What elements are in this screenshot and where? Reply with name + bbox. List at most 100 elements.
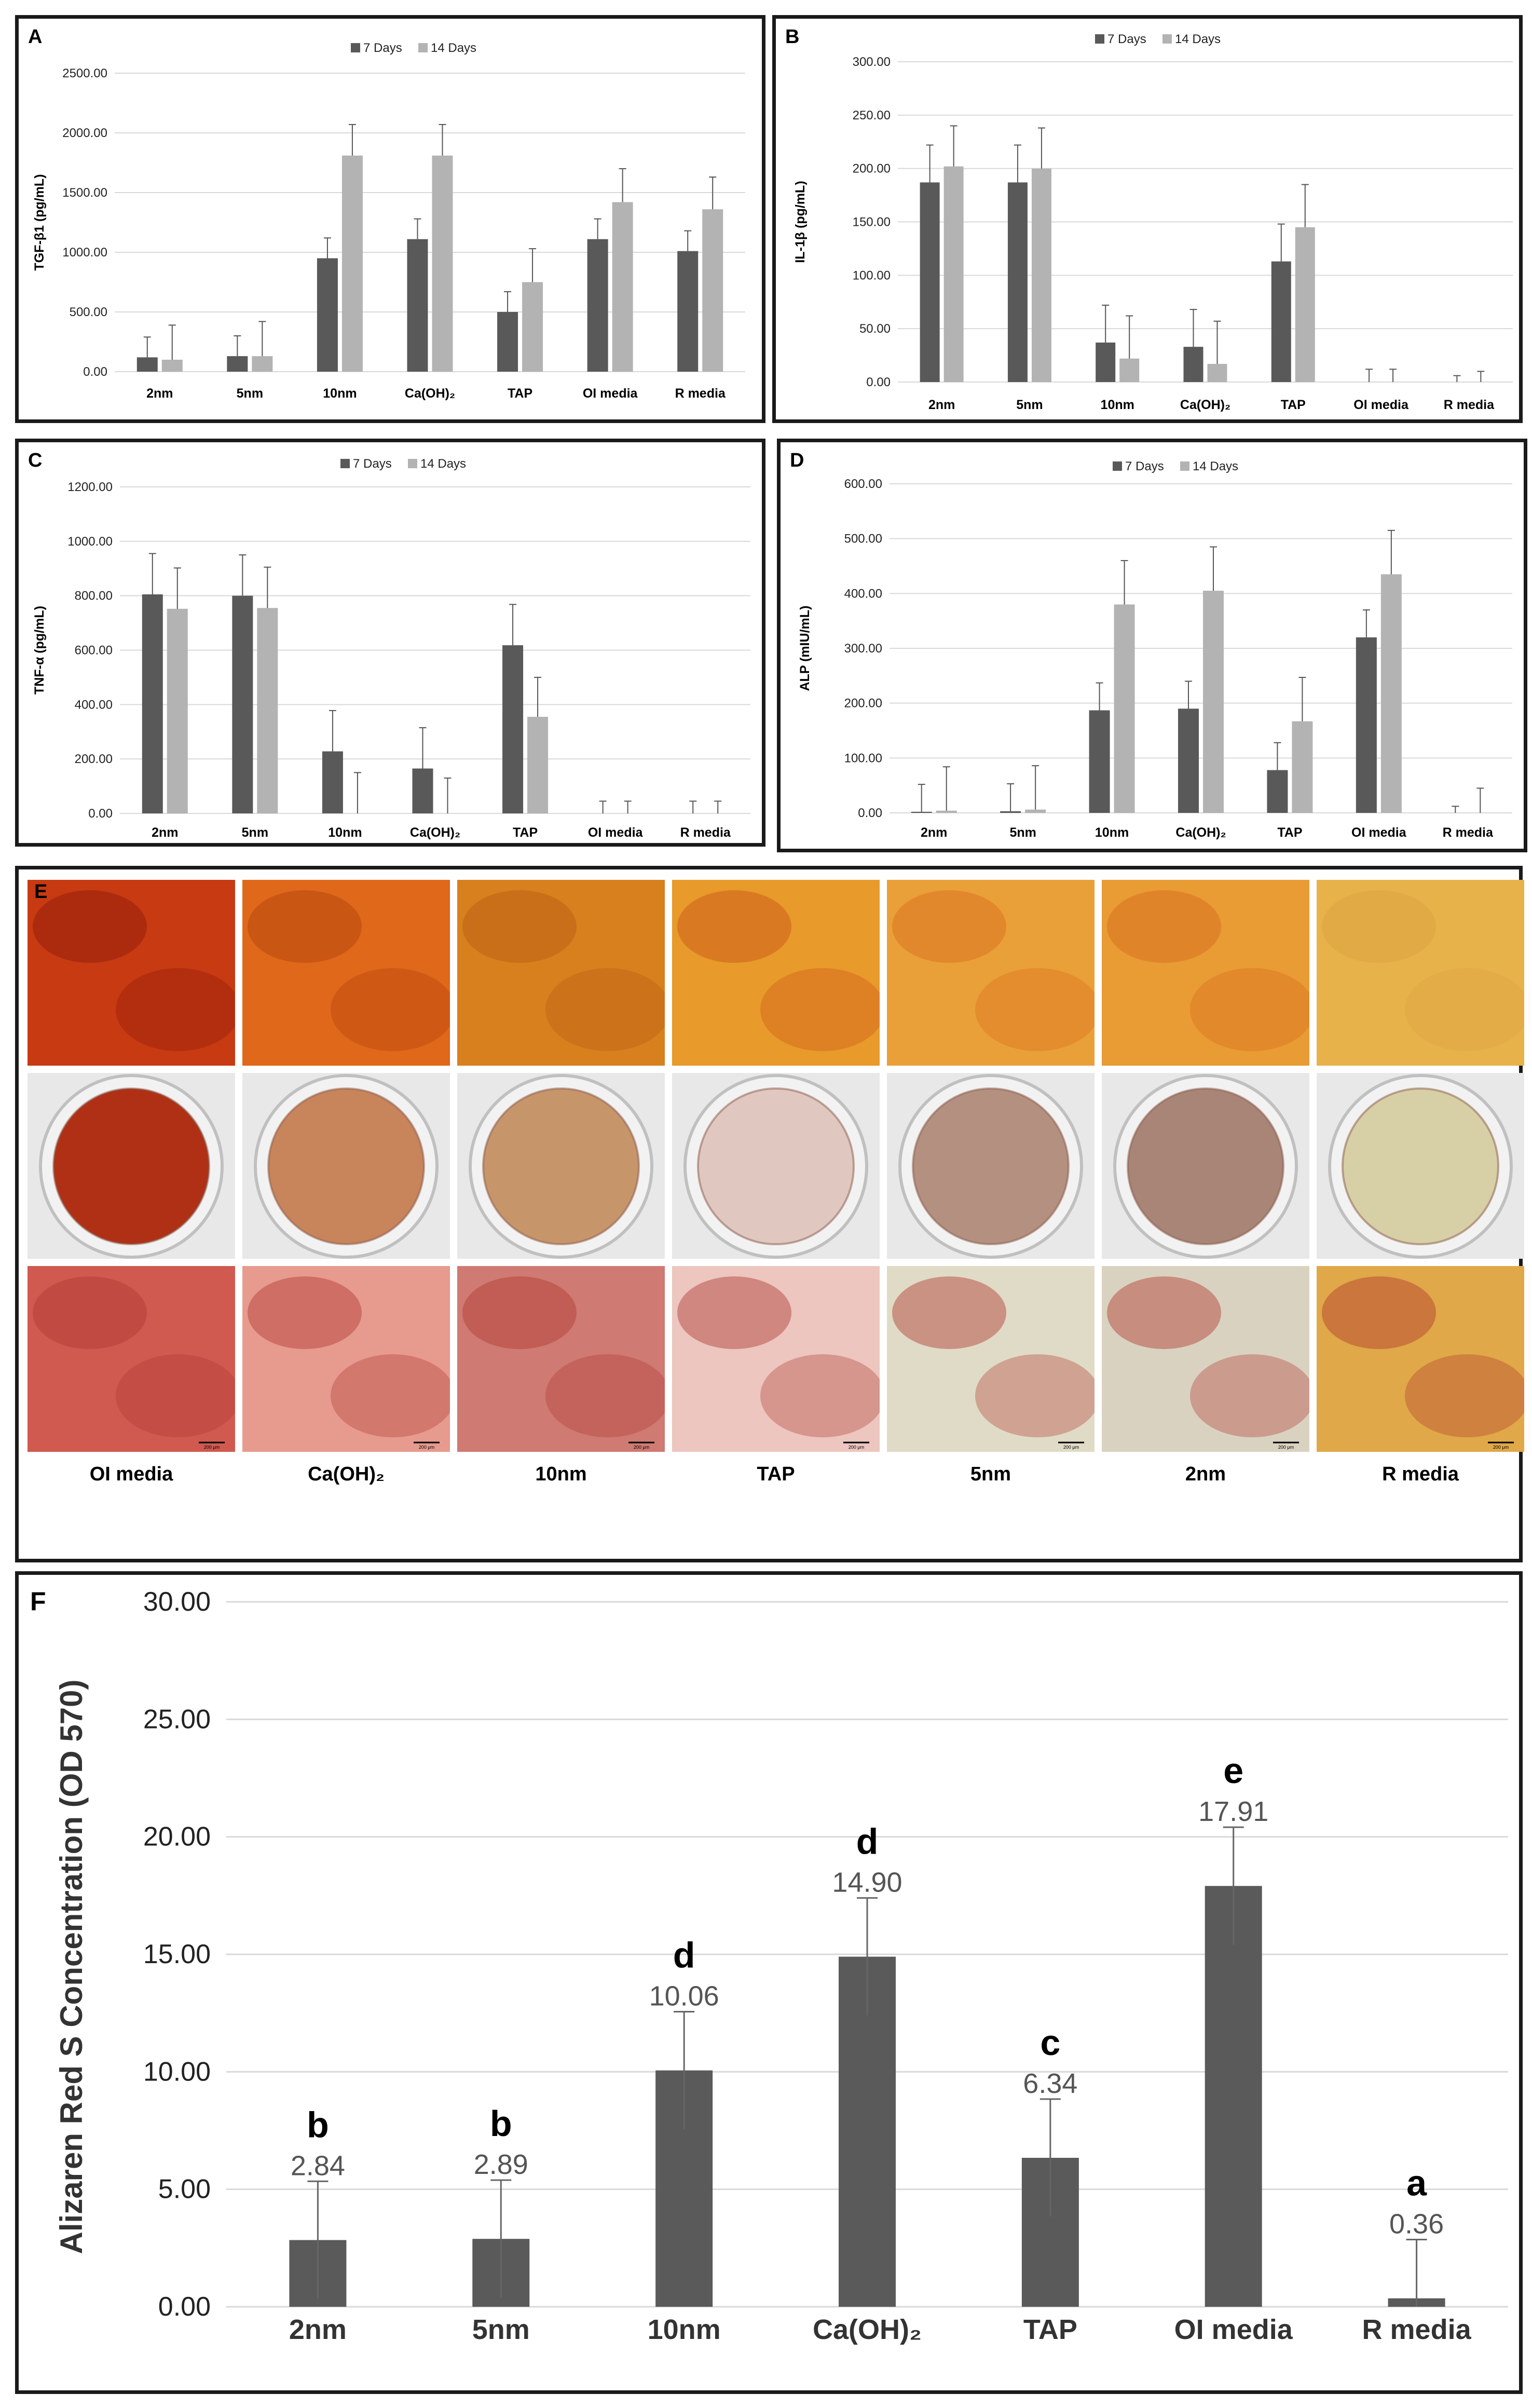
stain-patch [33,890,147,963]
category-label: R media [1443,825,1494,840]
tnf-chart-svg: 0.00 200.00 400.00 600.00 800.00 1000.00 1200.… [32,457,750,840]
stain-patch [677,1276,791,1349]
legend-label: 14 Days [1175,32,1221,46]
legend-swatch [1113,461,1122,471]
panel-c-tnf-chart: C 0.00 200.00 400.00 600.00 800.00 1000.00 120… [15,439,765,847]
category-label: OI media [583,386,638,401]
y-tick-label: 300.00 [844,642,882,656]
bar [1205,1886,1262,2307]
category-label: R media [680,825,731,840]
bar-7days [1271,261,1291,382]
bar-7days [1007,182,1028,382]
well-stain [483,1089,639,1244]
y-tick-label: 200.00 [75,752,113,766]
category-label: Ca(OH)₂ [813,2314,922,2345]
bar-14days [943,166,964,382]
stain-patch [760,1354,880,1437]
stain-background [887,880,1095,1066]
y-tick-label: 1200.00 [67,480,113,494]
category-label: TAP [508,386,532,401]
well-inner-edge [912,1087,1070,1245]
bar-7days [920,182,940,382]
photo-column-caption: OI media [89,1463,173,1485]
category-label: TAP [1277,825,1302,840]
bar-7days [407,239,428,372]
panel-d-alp-chart: D 0.00 100.00 200.00 300.00 400.00 500.00 600.… [777,439,1527,852]
legend-label: 14 Days [1193,459,1238,473]
legend-label: 14 Days [420,457,466,471]
panel-label: B [785,26,800,48]
stain-background [28,1266,235,1452]
category-label: 5nm [237,386,263,401]
bar-7days [412,768,433,813]
bar-14days [252,356,273,372]
scale-bar-label: 200 μm [204,1445,220,1450]
stain-patch [331,968,450,1051]
category-label: Ca(OH)₂ [1175,825,1226,840]
stain-background [28,880,235,1066]
y-tick-label: 1000.00 [67,535,113,549]
bar-14days [612,202,633,372]
bar-7days [317,258,338,372]
category-label: 5nm [1009,825,1036,840]
y-tick-label: 100.00 [853,268,891,282]
data-value-label: 6.34 [1023,2068,1077,2099]
y-tick-label: 25.00 [143,1704,211,1734]
stain-background [457,1266,665,1452]
y-tick-label: 30.00 [143,1587,211,1617]
bar-7days [677,251,699,372]
photo-micro-high: 200 μm [672,1266,880,1452]
legend-swatch [1095,34,1104,44]
stain-patch [116,1354,235,1437]
legend-swatch [351,43,360,52]
photo-column-caption: 2nm [1185,1463,1226,1485]
legend-swatch [340,459,350,468]
data-value-label: 17.91 [1198,1796,1268,1827]
legend-swatch [418,43,428,52]
category-label: OI media [1351,825,1407,840]
y-tick-label: 15.00 [143,1939,211,1969]
photo-micro-high: 200 μm [1317,1266,1524,1452]
y-tick-label: 150.00 [853,215,891,229]
significance-letter: d [673,1935,695,1975]
bar-7days [1356,637,1377,813]
bar-14days [341,155,363,372]
category-label: 5nm [1016,398,1043,412]
photo-micro-high: 200 μm [887,1266,1095,1452]
legend-swatch [408,459,417,468]
stain-patch [248,1276,362,1349]
bar-7days [502,645,524,813]
photo-micro-low [887,880,1095,1066]
y-tick-label: 0.00 [88,807,113,821]
significance-letter: d [856,1821,879,1861]
y-tick-label: 50.00 [859,322,891,336]
stain-patch [1190,968,1309,1051]
stain-patch [545,968,665,1051]
bar-7days [1000,811,1021,813]
stain-patch [1322,890,1436,963]
stain-background [242,1266,450,1452]
bar-7days [1096,342,1116,382]
bar-14days [527,716,549,813]
category-label: 10nm [328,825,362,840]
category-label: 2nm [289,2314,347,2345]
bar-14days [1114,604,1135,813]
photo-micro-low [457,880,665,1066]
bar-14days [702,209,723,372]
y-tick-label: 400.00 [75,698,113,712]
y-tick-label: 2000.00 [62,126,107,140]
panel-label: E [34,881,48,903]
photo-micro-low [1317,880,1524,1066]
legend-swatch [1180,461,1189,471]
stain-background [242,880,450,1066]
stain-patch [462,890,577,963]
data-value-label: 2.84 [291,2150,345,2181]
significance-letter: e [1223,1750,1243,1791]
photo-column-caption: TAP [757,1463,795,1485]
stain-background [672,880,880,1066]
bar-7days [232,595,253,813]
bar-7days [322,751,343,813]
data-value-label: 14.90 [832,1867,902,1898]
y-tick-label: 500.00 [844,532,882,546]
category-label: 10nm [1095,825,1129,840]
